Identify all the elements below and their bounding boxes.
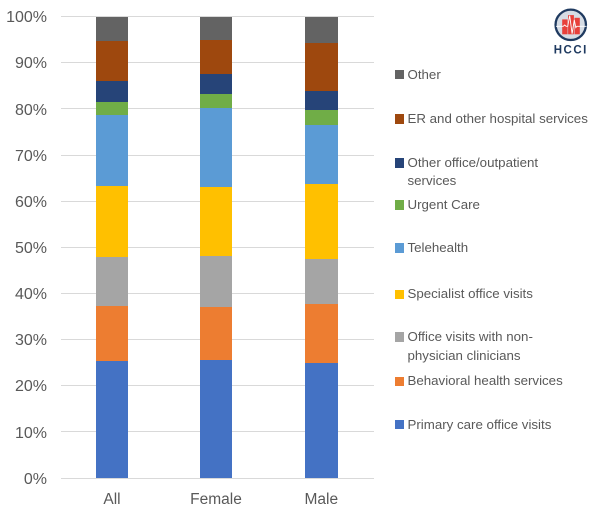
svg-text:HCCI: HCCI (554, 45, 588, 57)
